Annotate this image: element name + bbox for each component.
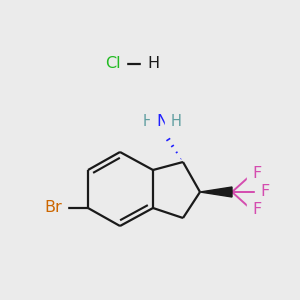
Text: Br: Br bbox=[44, 200, 62, 215]
Polygon shape bbox=[200, 187, 232, 197]
Text: N: N bbox=[156, 115, 168, 130]
Text: F: F bbox=[260, 184, 270, 200]
Text: F: F bbox=[252, 167, 262, 182]
Text: F: F bbox=[252, 202, 262, 217]
Text: Cl: Cl bbox=[105, 56, 121, 71]
Text: H: H bbox=[147, 56, 159, 71]
Text: H: H bbox=[142, 115, 153, 130]
Text: H: H bbox=[171, 115, 182, 130]
